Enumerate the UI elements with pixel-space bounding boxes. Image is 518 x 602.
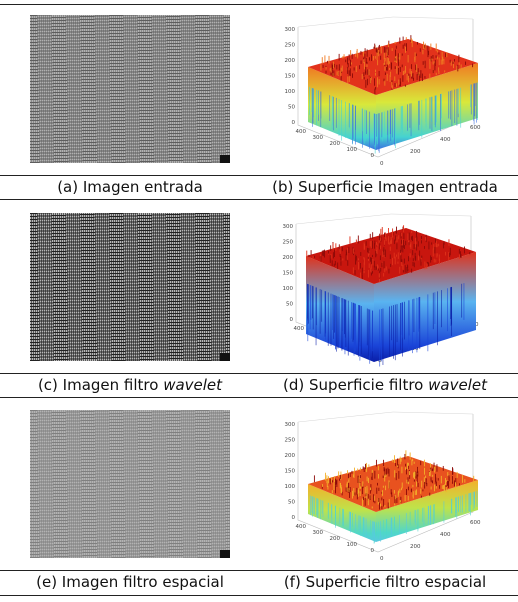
caption-f: (f) Superficie filtro espacial bbox=[270, 571, 500, 593]
x-tick-label: 400 bbox=[440, 532, 451, 538]
surface-left-face bbox=[306, 256, 374, 362]
caption-a: (a) Imagen entrada bbox=[20, 176, 240, 198]
caption-c: (c) Imagen filtro wavelet bbox=[20, 374, 240, 396]
image-corner-mark bbox=[220, 155, 230, 163]
z-tick-label: 0 bbox=[292, 120, 296, 126]
z-tick-label: 200 bbox=[285, 58, 296, 64]
z-tick-label: 150 bbox=[285, 469, 296, 475]
x-tick-label: 200 bbox=[410, 544, 421, 550]
caption-e-text: (e) Imagen filtro espacial bbox=[36, 573, 224, 591]
axis-frame-back bbox=[297, 411, 394, 423]
image-corner-mark bbox=[220, 353, 230, 361]
y-tick-label: 400 bbox=[294, 326, 305, 332]
image-corner-mark bbox=[220, 550, 230, 558]
surface-plot-spatial: 3002502001501005004003002001000020040060… bbox=[285, 411, 481, 562]
z-tick-label: 300 bbox=[285, 422, 296, 428]
z-tick-label: 150 bbox=[283, 271, 294, 277]
x-tick-label: 0 bbox=[380, 556, 384, 562]
z-tick-label: 0 bbox=[292, 515, 296, 521]
y-tick-label: 200 bbox=[330, 536, 341, 542]
caption-c-italic: wavelet bbox=[163, 376, 223, 394]
rule-3 bbox=[0, 373, 518, 374]
surface-top bbox=[308, 456, 478, 512]
caption-b-text: (b) Superficie Imagen entrada bbox=[272, 178, 498, 196]
z-tick-label: 300 bbox=[285, 27, 296, 33]
z-tick-label: 250 bbox=[285, 43, 296, 49]
caption-d: (d) Superficie filtro wavelet bbox=[270, 374, 500, 396]
surface-top bbox=[306, 228, 476, 284]
z-tick-label: 250 bbox=[285, 438, 296, 444]
z-tick-label: 50 bbox=[288, 500, 295, 506]
z-tick-label: 200 bbox=[283, 255, 294, 261]
caption-d-italic: wavelet bbox=[428, 376, 487, 394]
z-tick-label: 300 bbox=[283, 224, 294, 230]
surface-right-face bbox=[374, 252, 476, 362]
y-tick-label: 0 bbox=[371, 153, 375, 159]
input-image bbox=[30, 15, 230, 163]
axis-frame-back bbox=[297, 16, 394, 28]
rule-top bbox=[0, 4, 518, 5]
x-tick-label: 200 bbox=[410, 149, 421, 155]
axis-frame-back bbox=[392, 16, 474, 20]
surface-right-face bbox=[376, 480, 478, 542]
rule-4 bbox=[0, 397, 518, 398]
y-tick-label: 300 bbox=[313, 135, 324, 141]
caption-b: (b) Superficie Imagen entrada bbox=[270, 176, 500, 198]
x-tick-label: 600 bbox=[470, 520, 481, 526]
caption-f-text: (f) Superficie filtro espacial bbox=[283, 573, 487, 591]
figure-row-3: 300 250 200 150 100 50 0 400 300 200 100 0 0 200 400 60… bbox=[0, 398, 518, 595]
z-tick-label: 200 bbox=[285, 453, 296, 459]
rule-5 bbox=[0, 570, 518, 571]
z-tick-label: 100 bbox=[285, 484, 296, 490]
rule-2 bbox=[0, 199, 518, 200]
y-tick-label: 400 bbox=[296, 129, 307, 135]
x-tick-label: 600 bbox=[470, 125, 481, 131]
surface-top bbox=[308, 39, 478, 95]
surface-plot-input: 3002502001501005004003002001000020040060… bbox=[285, 16, 481, 167]
surface-right-face bbox=[376, 63, 478, 150]
axis-frame-back bbox=[295, 213, 392, 225]
axis-frame-back bbox=[390, 213, 472, 217]
caption-e: (e) Imagen filtro espacial bbox=[20, 571, 240, 593]
y-tick-label: 200 bbox=[330, 141, 341, 147]
rule-1 bbox=[0, 175, 518, 176]
wavelet-image bbox=[30, 213, 230, 361]
spatial-image bbox=[30, 410, 230, 558]
caption-c-text: (c) Imagen filtro bbox=[37, 376, 164, 394]
z-tick-label: 50 bbox=[288, 105, 295, 111]
figure-row-2: 3002502001501005004003002001000020040060… bbox=[0, 200, 518, 396]
x-tick-label: 0 bbox=[380, 161, 384, 167]
caption-d-text: (d) Superficie filtro bbox=[283, 376, 429, 394]
z-tick-label: 0 bbox=[290, 317, 294, 323]
y-tick-label: 100 bbox=[347, 147, 358, 153]
y-tick-label: 300 bbox=[313, 530, 324, 536]
z-tick-label: 250 bbox=[283, 240, 294, 246]
figure-row-1: 300 250 200 150 100 50 0 400 300 200 100 0 0 200 400 60… bbox=[0, 5, 518, 199]
z-tick-label: 150 bbox=[285, 74, 296, 80]
y-tick-label: 100 bbox=[347, 542, 358, 548]
x-tick-label: 400 bbox=[440, 137, 451, 143]
z-tick-label: 100 bbox=[285, 89, 296, 95]
y-tick-label: 400 bbox=[296, 524, 307, 530]
surface-plot-wavelet: 3002502001501005004003002001000020040060… bbox=[283, 213, 479, 367]
caption-a-text: (a) Imagen entrada bbox=[57, 178, 203, 196]
axis-frame-back bbox=[392, 411, 474, 415]
z-tick-label: 50 bbox=[286, 302, 293, 308]
z-tick-label: 100 bbox=[283, 286, 294, 292]
rule-bottom bbox=[0, 595, 518, 596]
y-tick-label: 0 bbox=[371, 548, 375, 554]
